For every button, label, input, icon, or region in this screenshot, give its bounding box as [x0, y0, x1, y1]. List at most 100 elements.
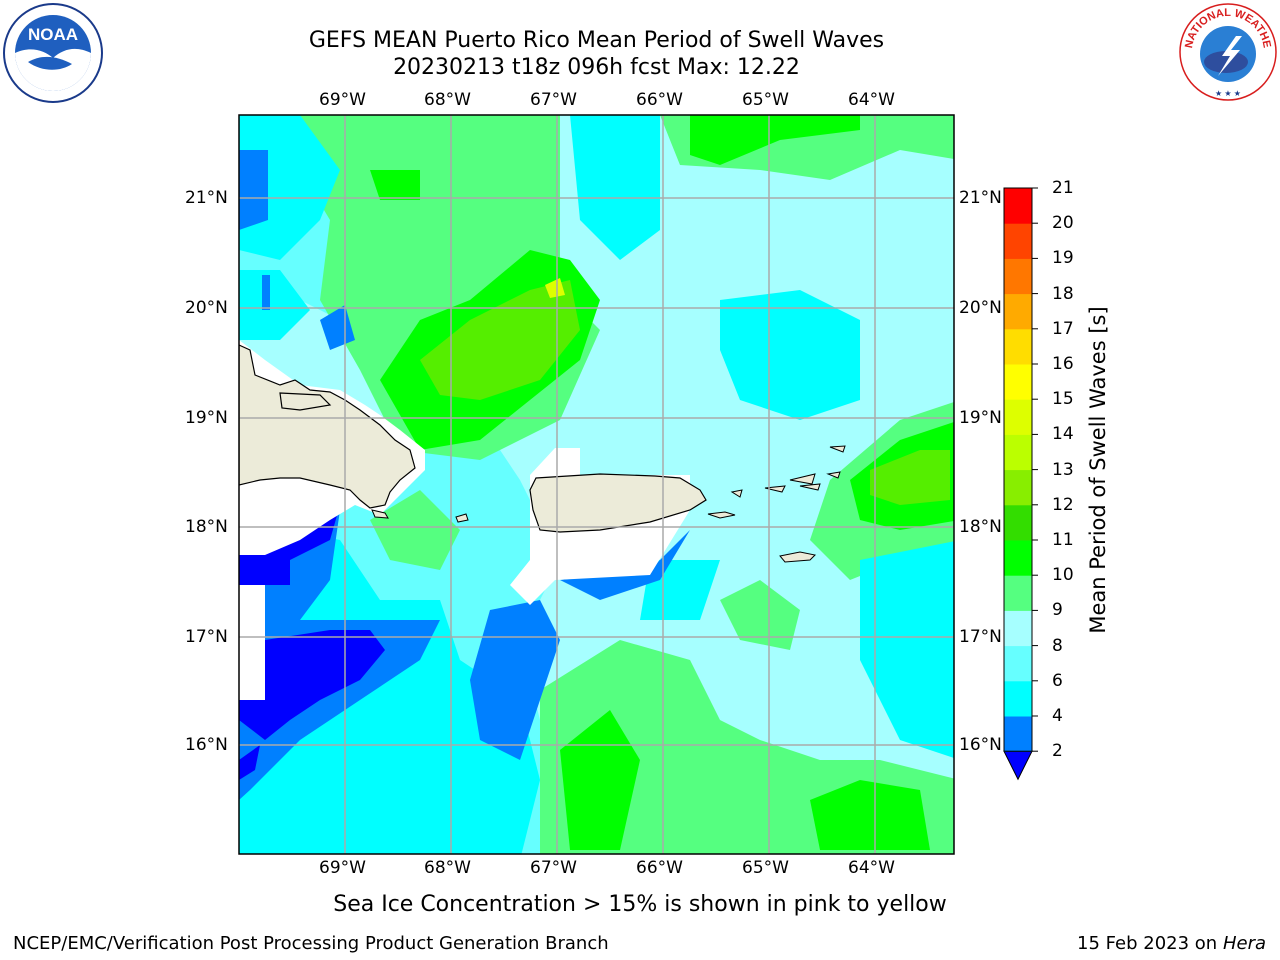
hispaniola-land: [239, 344, 416, 509]
field-2-4-patch: [320, 305, 355, 350]
colorbar-band-8-9: [1004, 610, 1032, 647]
field-2-4-pr-shelf: [560, 530, 690, 600]
colorbar-tick-label-2: 2: [1052, 741, 1063, 762]
colorbar-band-18-19: [1004, 258, 1032, 295]
lat-label-right-16n: 16°N: [959, 735, 1002, 755]
colorbar-band-20-21: [1004, 188, 1032, 224]
st-croix-island: [779, 551, 817, 563]
map-subtitle: 20230213 t18z 096h fcst Max: 12.22: [393, 55, 800, 80]
field-4-6-southwest: [239, 520, 540, 854]
lat-label-left-18n: 18°N: [185, 517, 228, 537]
colorbar-band-19-20: [1004, 223, 1032, 259]
colorbar-svg: [1003, 187, 1038, 781]
lat-label-right-17n: 17°N: [959, 627, 1002, 647]
lon-label-bottom-65w: 65°W: [742, 858, 789, 878]
lat-label-right-19n: 19°N: [959, 408, 1002, 428]
lat-label-left-21n: 21°N: [185, 188, 228, 208]
colorbar-tick-label-20: 20: [1052, 213, 1074, 234]
puerto-rico-land: [529, 473, 707, 533]
lat-label-right-21n: 21°N: [959, 188, 1002, 208]
lon-label-bottom-64w: 64°W: [848, 858, 895, 878]
footer-credit: NCEP/EMC/Verification Post Processing Pr…: [13, 933, 609, 954]
colorbar-band-15-16: [1004, 364, 1032, 400]
colorbar-tick-label-19: 19: [1052, 248, 1074, 269]
lon-label-top-66w: 66°W: [636, 90, 683, 110]
map-frame: [238, 114, 955, 855]
noaa-logo: NOAA: [2, 2, 104, 104]
colorbar-band-11-12: [1004, 504, 1032, 541]
colorbar-band-16-17: [1004, 328, 1032, 365]
mask-west-edge-lower: [239, 635, 265, 700]
field-4-6-north: [570, 115, 660, 260]
lat-label-right-18n: 18°N: [959, 517, 1002, 537]
field-9-10-vi-south: [720, 580, 800, 650]
lat-label-left-20n: 20°N: [185, 298, 228, 318]
lon-label-bottom-68w: 68°W: [424, 858, 471, 878]
lat-label-left-16n: 16°N: [185, 735, 228, 755]
sea-ice-note: Sea Ice Concentration > 15% is shown in …: [333, 892, 947, 917]
field-4-6-southeast: [860, 541, 954, 758]
lon-label-top-68w: 68°W: [424, 90, 471, 110]
colorbar-label: Mean Period of Swell Waves [s]: [1086, 306, 1110, 634]
footer-date: 15 Feb 2023 on Hera: [1077, 933, 1266, 955]
colorbar-band-10-11: [1004, 540, 1032, 576]
field-4-6-west: [239, 270, 310, 340]
colorbar-tick-label-9: 9: [1052, 600, 1063, 621]
samana-land: [279, 392, 332, 411]
colorbar-tick-label-10: 10: [1052, 565, 1074, 586]
field-10-11-southeast: [810, 780, 930, 850]
colorbar-tick-label-18: 18: [1052, 283, 1074, 304]
field-10-11-northeast: [690, 115, 860, 165]
svg-text:NOAA: NOAA: [28, 25, 78, 44]
field-10-11-small-north: [370, 170, 420, 200]
field-below-2-lower: [239, 630, 385, 740]
footer-machine: Hera: [1222, 933, 1266, 954]
lon-label-top-64w: 64°W: [848, 90, 895, 110]
colorbar-tick-label-11: 11: [1052, 530, 1074, 550]
lon-label-top-69w: 69°W: [319, 90, 366, 110]
lon-label-bottom-69w: 69°W: [319, 858, 366, 878]
lon-label-bottom-67w: 67°W: [530, 858, 577, 878]
field-below-2-edge: [239, 745, 260, 780]
lat-label-right-20n: 20°N: [959, 298, 1002, 318]
colorbar-extend-triangle: [1003, 750, 1033, 781]
virgin-islands: [730, 445, 846, 498]
mask-west-edge: [239, 585, 265, 635]
field-11-12-east: [870, 450, 950, 505]
colorbar-tick-label-15: 15: [1052, 389, 1074, 410]
colorbar-band-2-4: [1004, 716, 1032, 752]
colorbar-tick-label-17: 17: [1052, 318, 1074, 339]
colorbar-tick-label-16: 16: [1052, 354, 1074, 374]
colorbar-band-12-13: [1004, 469, 1032, 506]
map-title: GEFS MEAN Puerto Rico Mean Period of Swe…: [308, 28, 885, 53]
field-9-10-mona: [370, 490, 460, 570]
colorbar-tick-label-6: 6: [1052, 670, 1063, 691]
lon-label-bottom-66w: 66°W: [636, 858, 683, 878]
footer-date-text: 15 Feb 2023 on: [1077, 933, 1218, 954]
field-4-6-central: [720, 290, 860, 420]
colorbar-band-9-10: [1004, 575, 1032, 611]
colorbar-tick-label-21: 21: [1052, 178, 1074, 198]
colorbar-tick-label-14: 14: [1052, 424, 1074, 445]
colorbar-swatches: [1003, 187, 1038, 781]
field-2-4-small: [262, 275, 270, 310]
colorbar-band-14-15: [1004, 399, 1032, 435]
colorbar-tick-label-8: 8: [1052, 635, 1063, 656]
lat-label-left-17n: 17°N: [185, 627, 228, 647]
field-2-4-south: [470, 600, 560, 760]
colorbar-band-4-6: [1004, 680, 1032, 717]
colorbar-tick-label-4: 4: [1052, 706, 1063, 726]
colorbar-tick-label-12: 12: [1052, 494, 1074, 515]
lon-label-top-65w: 65°W: [742, 90, 789, 110]
colorbar-band-6-8: [1004, 645, 1032, 682]
colorbar-band-17-18: [1004, 293, 1032, 330]
mona-island: [455, 513, 469, 523]
vieques-island: [707, 511, 736, 519]
field-max-spot: [545, 278, 565, 298]
colorbar-band-13-14: [1004, 434, 1032, 471]
nws-logo: NATIONAL WEATHER SERVICE ★ ★ ★: [1174, 0, 1278, 102]
graticule: [239, 115, 954, 854]
saona-island: [371, 509, 389, 519]
lon-label-top-67w: 67°W: [530, 90, 577, 110]
